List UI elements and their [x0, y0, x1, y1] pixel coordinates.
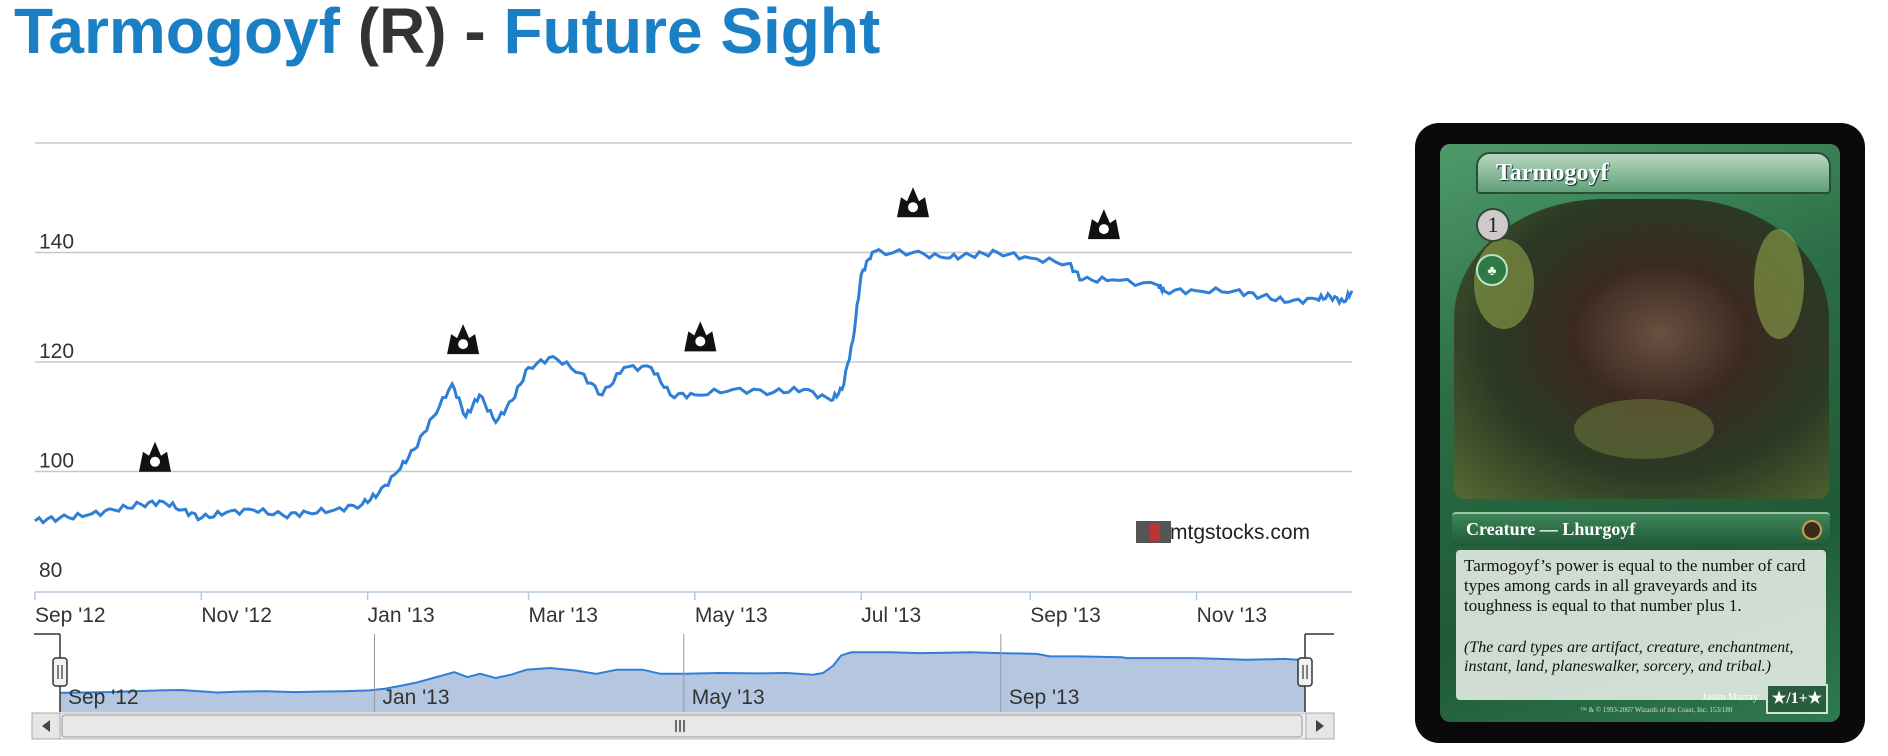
set-symbol-dot [908, 202, 918, 213]
scroll-left-arrow-icon [42, 720, 50, 732]
navigator-right-handle[interactable] [1297, 657, 1313, 687]
x-tick-label: Nov '12 [201, 604, 272, 627]
y-tick-label: 100 [39, 450, 74, 473]
mana-cost: 1 [1476, 208, 1510, 242]
scrollbar-grip-icon [675, 720, 685, 732]
card-artwork [1454, 199, 1829, 499]
set-symbol-icon [447, 324, 480, 355]
range-navigator[interactable]: Sep '12 Jan '13 May '13 Sep '13 [34, 633, 1334, 712]
green-mana-icon: ♣ [1476, 254, 1508, 286]
watermark: mtgstocks.com [1136, 521, 1310, 544]
y-tick-label: 80 [39, 559, 62, 582]
set-symbol-icon [1087, 209, 1120, 240]
x-tick-label: Jan '13 [368, 604, 435, 627]
navigator-tick-label: Jan '13 [382, 686, 449, 709]
card-name-bar: Tarmogoyf [1476, 152, 1831, 194]
y-tick-label: 120 [39, 340, 74, 363]
type-line-bar: Creature — Lhurgoyf [1452, 512, 1830, 546]
y-tick-label: 140 [39, 231, 74, 254]
grid-lines [35, 142, 1352, 593]
card-image: Tarmogoyf 1 ♣ Creature — Lhurgoyf Tarmog… [1415, 123, 1865, 743]
title-separator: - [464, 0, 486, 67]
price-series-line [34, 247, 1354, 525]
event-markers [139, 187, 1120, 472]
set-symbol-icon [684, 321, 717, 352]
artist-credit: Justin Murray [1702, 692, 1758, 703]
rules-text: Tarmogoyf’s power is equal to the number… [1464, 556, 1806, 615]
price-chart: 80 100 120 140 Sep '12 Nov '12 Jan '13 Mar '13… [31, 142, 1354, 740]
x-tick-label: Mar '13 [529, 604, 598, 627]
x-tick-label: May '13 [695, 604, 768, 627]
set-symbol-icon [139, 441, 171, 472]
card-frame: Tarmogoyf 1 ♣ Creature — Lhurgoyf Tarmog… [1440, 144, 1840, 722]
x-tick-label: Sep '13 [1030, 604, 1101, 627]
navigator-tick-label: Sep '13 [1009, 686, 1080, 709]
navigator-tick-label: May '13 [692, 686, 765, 709]
scrollbar-thumb[interactable] [61, 714, 1303, 738]
navigator-area [60, 652, 1305, 712]
card-name-link[interactable]: Tarmogoyf [14, 0, 340, 67]
watermark-logo-accent [1150, 523, 1160, 541]
set-symbol-dot [1098, 224, 1109, 235]
navigator-ticks: Sep '12 Jan '13 May '13 Sep '13 [59, 634, 1080, 712]
set-name-link[interactable]: Future Sight [503, 0, 881, 67]
type-line: Creature — Lhurgoyf [1466, 519, 1636, 539]
set-symbol-dot [150, 456, 160, 467]
navigator-scrollbar[interactable] [31, 712, 1335, 740]
card-name: Tarmogoyf [1496, 160, 1609, 186]
navigator-line [59, 651, 1306, 694]
set-symbol-icon [1802, 520, 1822, 540]
set-symbol-dot [458, 339, 469, 350]
reminder-text: (The card types are artifact, creature, … [1464, 639, 1794, 675]
x-tick-label: Nov '13 [1197, 604, 1268, 627]
x-tick-label: Jul '13 [861, 604, 921, 627]
y-axis-labels: 80 100 120 140 [39, 231, 74, 583]
rules-text-box: Tarmogoyf’s power is equal to the number… [1456, 550, 1826, 700]
x-tick-label: Sep '12 [35, 604, 106, 627]
power-toughness: ★/1+★ [1766, 684, 1828, 714]
x-axis-labels: Sep '12 Nov '12 Jan '13 Mar '13 May '13 Jul '… [34, 592, 1268, 627]
page-title: Tarmogoyf (R) - Future Sight [14, 0, 880, 68]
copyright-line: ™ & © 1993-2007 Wizards of the Coast, In… [1580, 706, 1733, 714]
rarity-label: (R) [357, 0, 447, 67]
watermark-text: mtgstocks.com [1170, 521, 1310, 544]
set-symbol-icon [897, 187, 929, 218]
set-symbol-dot [695, 336, 706, 347]
scroll-right-arrow-icon [1316, 720, 1324, 732]
navigator-left-handle[interactable] [52, 657, 68, 687]
navigator-tick-label: Sep '12 [68, 686, 139, 709]
